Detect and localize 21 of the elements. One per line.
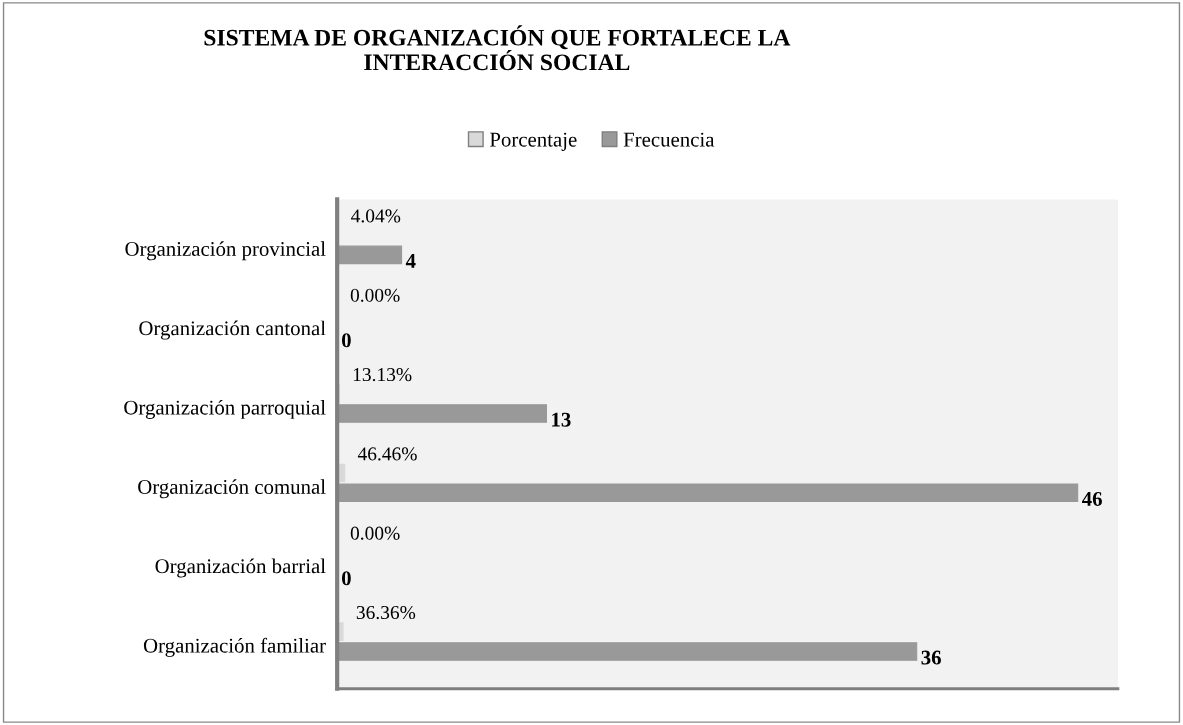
data-label: 46: [1082, 491, 1102, 506]
chart-title: SISTEMA DE ORGANIZACIÓN QUE FORTALECE LA INTERACCIÓN SOCIAL: [204, 25, 791, 71]
data-label: 0.00%: [350, 526, 400, 540]
data-label: 4: [405, 254, 416, 268]
legend-label: Porcentaje: [489, 132, 577, 151]
data-label: 0: [341, 333, 351, 348]
legend-label: Frecuencia: [623, 132, 715, 147]
y-tick-label: Organización comunal: [138, 479, 326, 499]
data-label: 46.46%: [357, 447, 417, 461]
data-label: 0: [341, 571, 351, 586]
y-tick-label: Organización parroquial: [124, 399, 326, 419]
y-tick-label: Organización barrial: [155, 558, 326, 578]
data-label: 13.13%: [353, 367, 412, 382]
data-label: 0.00%: [350, 288, 400, 302]
y-tick-label: Organización cantonal: [139, 320, 326, 340]
data-label: 4.04%: [351, 209, 401, 223]
data-label: 36.36%: [356, 605, 416, 620]
data-label: 13: [552, 412, 571, 427]
y-tick-label: Organización provincial: [125, 241, 326, 261]
data-label: 36: [921, 650, 941, 665]
y-tick-label: Organización familiar: [143, 637, 326, 657]
